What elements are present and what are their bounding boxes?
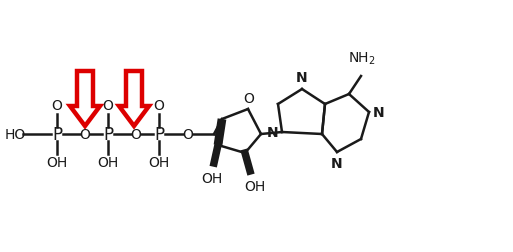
- Text: OH: OH: [244, 179, 266, 193]
- Text: N: N: [373, 106, 385, 119]
- Text: OH: OH: [202, 171, 223, 185]
- Text: O: O: [244, 92, 254, 106]
- Text: OH: OH: [46, 155, 68, 169]
- Text: O: O: [80, 128, 90, 141]
- Text: HO: HO: [5, 128, 26, 141]
- Text: P: P: [103, 125, 113, 143]
- Text: O: O: [131, 128, 142, 141]
- Text: OH: OH: [148, 155, 170, 169]
- Text: P: P: [52, 125, 62, 143]
- Text: O: O: [183, 128, 193, 141]
- Text: O: O: [52, 99, 63, 113]
- Text: N: N: [296, 71, 308, 85]
- Text: N: N: [266, 125, 278, 139]
- Text: O: O: [153, 99, 165, 113]
- Text: OH: OH: [97, 155, 119, 169]
- Text: O: O: [103, 99, 113, 113]
- Text: NH$_2$: NH$_2$: [348, 50, 376, 67]
- Text: N: N: [331, 156, 343, 170]
- Text: P: P: [154, 125, 164, 143]
